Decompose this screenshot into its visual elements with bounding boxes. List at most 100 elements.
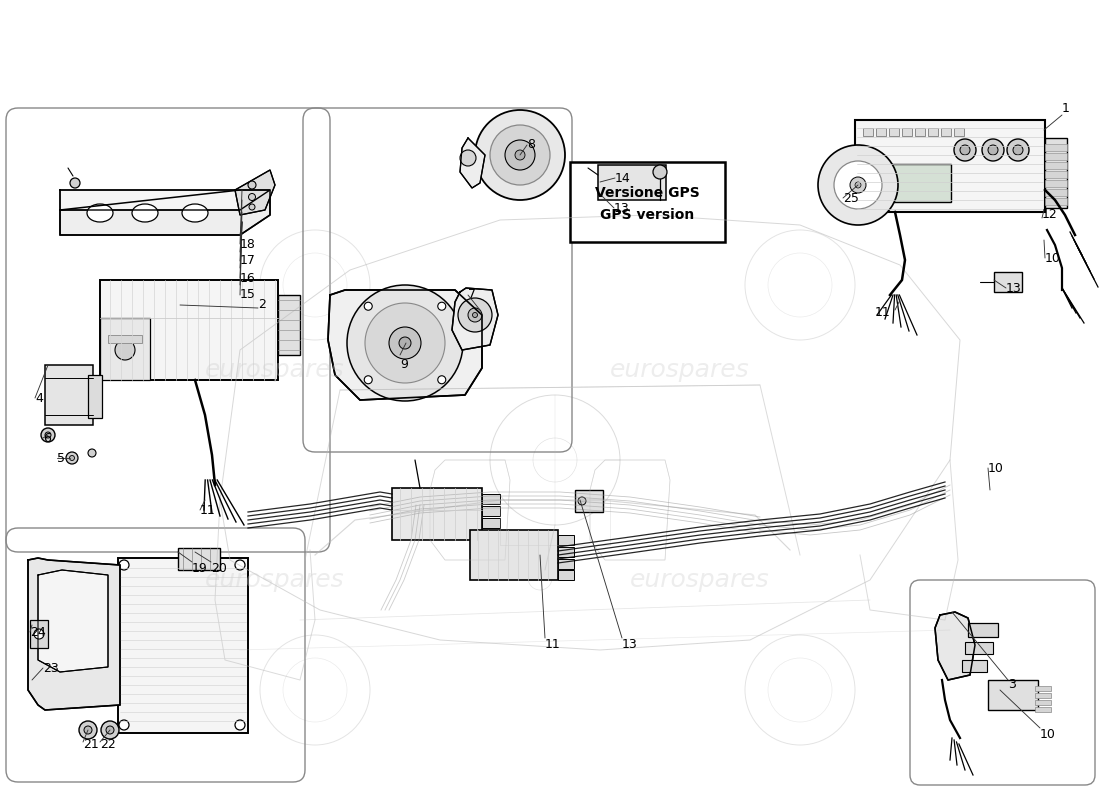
Text: Versione GPS: Versione GPS: [595, 186, 700, 200]
Bar: [954, 128, 964, 136]
Text: 18: 18: [240, 238, 256, 250]
Polygon shape: [460, 138, 485, 188]
Bar: [1035, 686, 1050, 691]
Bar: [876, 128, 886, 136]
Circle shape: [1013, 145, 1023, 155]
Text: 6: 6: [43, 431, 51, 445]
Bar: [1045, 198, 1067, 205]
Circle shape: [248, 181, 256, 189]
Circle shape: [70, 178, 80, 188]
Bar: [558, 559, 574, 569]
Text: 3: 3: [1008, 678, 1016, 691]
Circle shape: [364, 302, 372, 310]
Text: 17: 17: [240, 254, 256, 267]
Polygon shape: [935, 612, 975, 680]
Bar: [988, 680, 1038, 710]
Text: GPS version: GPS version: [600, 208, 694, 222]
Bar: [100, 318, 150, 380]
Circle shape: [954, 139, 976, 161]
Circle shape: [960, 145, 970, 155]
Text: 2: 2: [258, 298, 266, 311]
Circle shape: [475, 110, 565, 200]
Circle shape: [505, 140, 535, 170]
Circle shape: [834, 161, 882, 209]
Bar: [278, 295, 300, 355]
Circle shape: [855, 182, 861, 188]
Text: 12: 12: [1042, 209, 1058, 222]
Polygon shape: [28, 558, 120, 710]
Text: eurospares: eurospares: [610, 358, 750, 382]
Bar: [392, 488, 482, 540]
Bar: [482, 530, 500, 540]
Text: 10: 10: [1040, 729, 1056, 742]
Circle shape: [41, 428, 55, 442]
Text: 19: 19: [192, 562, 208, 574]
Text: 16: 16: [240, 271, 255, 285]
Circle shape: [578, 497, 586, 505]
Text: eurospares: eurospares: [206, 568, 344, 592]
Text: 1: 1: [1062, 102, 1070, 114]
Bar: [575, 490, 603, 512]
Circle shape: [119, 560, 129, 570]
Ellipse shape: [132, 204, 158, 222]
Circle shape: [235, 560, 245, 570]
Text: 13: 13: [621, 638, 638, 651]
Circle shape: [458, 298, 492, 332]
Ellipse shape: [87, 204, 113, 222]
Circle shape: [249, 194, 255, 201]
Circle shape: [88, 449, 96, 457]
Circle shape: [364, 376, 372, 384]
Bar: [1045, 162, 1067, 169]
Circle shape: [84, 726, 92, 734]
Bar: [855, 120, 1045, 212]
Bar: [482, 494, 500, 504]
Ellipse shape: [182, 204, 208, 222]
Bar: [962, 660, 987, 672]
Circle shape: [988, 145, 998, 155]
Circle shape: [119, 720, 129, 730]
Text: 13: 13: [1006, 282, 1022, 294]
Bar: [558, 535, 574, 545]
Bar: [1045, 144, 1067, 151]
Circle shape: [79, 721, 97, 739]
Text: 9: 9: [400, 358, 408, 371]
Text: 13: 13: [614, 202, 629, 214]
Bar: [482, 518, 500, 528]
Polygon shape: [60, 190, 270, 210]
Text: 20: 20: [211, 562, 227, 574]
Bar: [558, 547, 574, 557]
Bar: [178, 548, 220, 570]
Circle shape: [34, 629, 44, 639]
Circle shape: [235, 720, 245, 730]
Bar: [940, 128, 952, 136]
Text: 10: 10: [988, 462, 1004, 474]
Text: 11: 11: [874, 306, 891, 318]
Bar: [1035, 707, 1050, 712]
Bar: [1035, 700, 1050, 705]
Circle shape: [346, 285, 463, 401]
Text: 25: 25: [843, 191, 859, 205]
Circle shape: [982, 139, 1004, 161]
Circle shape: [116, 340, 135, 360]
Circle shape: [653, 165, 667, 179]
Polygon shape: [328, 290, 482, 400]
Text: 15: 15: [240, 289, 256, 302]
Bar: [30, 620, 48, 648]
Text: eurospares: eurospares: [630, 568, 770, 592]
Bar: [889, 128, 899, 136]
Circle shape: [45, 432, 51, 438]
Circle shape: [490, 125, 550, 185]
Circle shape: [389, 327, 421, 359]
Polygon shape: [39, 570, 108, 672]
Circle shape: [106, 726, 114, 734]
Bar: [482, 506, 500, 516]
Bar: [558, 570, 574, 580]
Bar: [118, 558, 248, 733]
FancyBboxPatch shape: [570, 162, 725, 242]
Circle shape: [515, 150, 525, 160]
Bar: [108, 335, 142, 343]
Bar: [88, 375, 102, 418]
Bar: [965, 642, 993, 654]
Text: 7: 7: [468, 289, 476, 302]
Bar: [1045, 171, 1067, 178]
